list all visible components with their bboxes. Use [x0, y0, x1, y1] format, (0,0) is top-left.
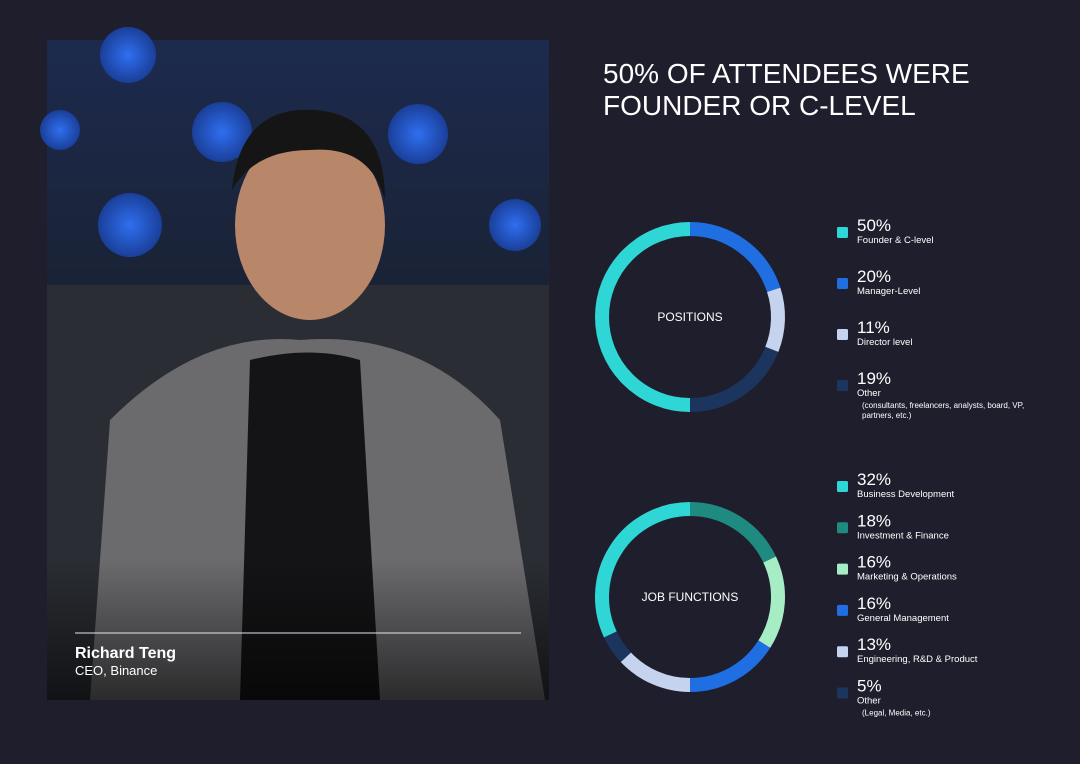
donut-segment — [604, 631, 632, 663]
donut-center-label: POSITIONS — [657, 310, 722, 324]
legend-swatch — [837, 380, 848, 391]
legend-swatch — [837, 687, 848, 699]
donut-segment — [758, 556, 785, 648]
legend-value: 16% — [857, 553, 891, 572]
legend-label: Business Development — [857, 489, 955, 500]
title-line: FOUNDER OR C-LEVEL — [603, 90, 916, 121]
legend-label: Engineering, R&D & Product — [857, 654, 978, 665]
legend-swatch — [837, 563, 848, 575]
legend-swatch — [837, 227, 848, 238]
donut-segment — [620, 652, 691, 692]
photo — [40, 27, 549, 700]
legend-value: 18% — [857, 511, 891, 530]
legend-swatch — [837, 481, 848, 492]
donut-segment — [689, 502, 776, 563]
legend-value: 19% — [857, 369, 891, 388]
legend-swatch — [837, 646, 848, 658]
legend-note: (Legal, Media, etc.) — [862, 709, 931, 718]
legend-note: (consultants, freelancers, analysts, boa… — [862, 401, 1024, 420]
legend-value: 11% — [857, 318, 890, 337]
legend-swatch — [837, 329, 848, 340]
legend-label: Investment & Finance — [857, 530, 949, 541]
legend-value: 5% — [857, 677, 882, 696]
legend-value: 50% — [857, 216, 891, 235]
title-line: 50% OF ATTENDEES WERE — [603, 58, 970, 89]
legend-swatch — [837, 522, 848, 534]
legend-value: 32% — [857, 470, 891, 489]
person-role: CEO, Binance — [75, 663, 157, 678]
legend-label: Director level — [857, 337, 912, 348]
person-name: Richard Teng — [75, 645, 176, 662]
donut-segment — [689, 640, 771, 692]
legend-label: Other — [857, 696, 881, 707]
legend-label: Founder & C-level — [857, 235, 934, 246]
legend-value: 16% — [857, 594, 891, 613]
legend-label: Manager-Level — [857, 286, 920, 297]
donut-segment — [765, 287, 785, 352]
legend-label: Other — [857, 388, 881, 399]
legend-value: 13% — [857, 635, 891, 654]
legend-swatch — [837, 604, 848, 616]
legend-swatch — [837, 278, 848, 289]
donut-segment — [595, 222, 691, 412]
legend-label: General Management — [857, 613, 949, 624]
donut-segment — [595, 502, 691, 638]
donut-segment — [689, 346, 779, 412]
donut-center-label: JOB FUNCTIONS — [642, 590, 739, 604]
legend-label: Marketing & Operations — [857, 572, 957, 583]
legend-value: 20% — [857, 267, 891, 286]
donut-segment — [689, 222, 781, 293]
